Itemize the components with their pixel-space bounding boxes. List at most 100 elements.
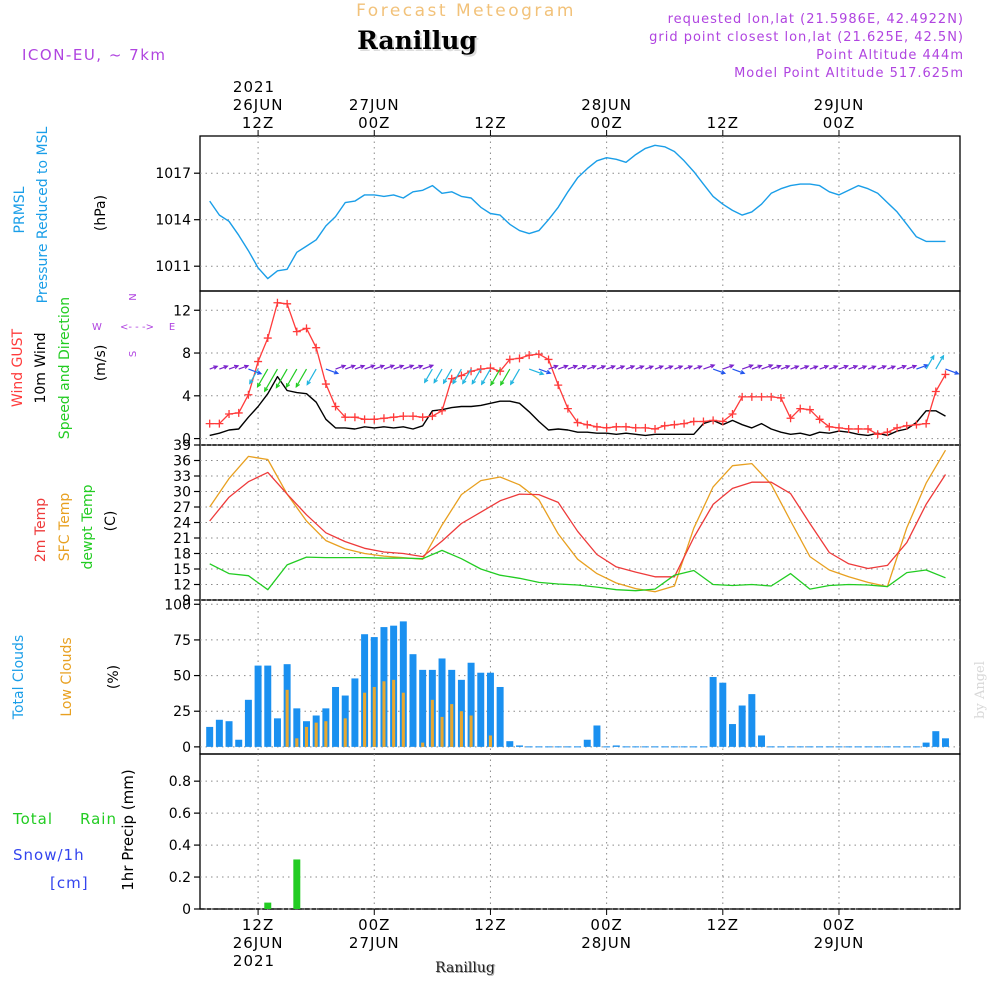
y-tick-label: 8 (182, 346, 191, 362)
wind-arrow-head (923, 364, 929, 369)
footer-location: Ranillug (436, 961, 496, 977)
wind-direction-arrow (925, 355, 935, 370)
gust-marker (747, 392, 756, 401)
gust-marker (273, 298, 282, 307)
wind-arrow-head (794, 365, 800, 370)
pressure-label-unit: (hPa) (93, 195, 109, 231)
wind-direction-arrow (654, 365, 664, 370)
top-axis-date-label: 29JUN (814, 96, 865, 114)
precip-label-snow: Snow/1h (13, 846, 85, 864)
pressure-panel-frame (199, 135, 961, 292)
gust-marker (457, 371, 466, 380)
gust-marker (428, 412, 437, 421)
gust-marker (563, 404, 572, 413)
wind-label-gust: Wind GUST (10, 328, 26, 407)
total-cloud-bar (438, 658, 446, 747)
gust-marker (544, 355, 553, 364)
precip-panel-frame (199, 753, 961, 910)
gust-marker (447, 374, 456, 383)
y-tick-label: 0.4 (169, 838, 191, 854)
wind-arrow-head (776, 364, 782, 369)
y-tick-label: 27 (173, 500, 191, 516)
top-axis-hour-label: 00Z (358, 114, 390, 132)
y-tick-label: 0 (182, 902, 191, 918)
wind-direction-arrow (732, 368, 745, 374)
wind-direction-arrow (490, 368, 501, 386)
wind-direction-arrow (935, 355, 944, 370)
gust-marker (854, 424, 863, 433)
bottom-axis-hour-label: 00Z (358, 916, 390, 934)
gust-marker (883, 428, 892, 437)
wind-arrow-head (687, 365, 694, 370)
low-cloud-bar (382, 681, 386, 747)
total-cloud-bar (409, 654, 417, 747)
grid-point: grid point closest lon,lat (21.625E, 42.… (649, 30, 964, 45)
bottom-axis-date-label: 29JUN (814, 934, 865, 952)
bottom-axis-hour-label: 00Z (590, 916, 622, 934)
compass-e: E (169, 322, 175, 333)
gust-marker (515, 354, 524, 363)
wind-direction-arrow (896, 365, 906, 370)
wind-direction-arrow (800, 365, 809, 370)
wind-arrow-head (275, 383, 281, 389)
wind-arrow-head (563, 364, 569, 369)
wind-direction-arrow (703, 364, 715, 370)
wind-direction-arrow (249, 368, 259, 384)
wind-arrow-head (591, 365, 597, 370)
wind-direction-arrow (422, 364, 434, 370)
gust-marker (592, 422, 601, 431)
wind-arrow-head (285, 383, 291, 389)
y-tick-label: 33 (173, 469, 191, 485)
wind-direction-arrow (354, 365, 365, 370)
wind-arrow-head (890, 365, 897, 370)
gust-marker (341, 413, 350, 422)
y-tick-label: 21 (173, 531, 191, 547)
gust-marker (631, 423, 640, 432)
gust-marker (312, 343, 321, 352)
gust-marker (912, 420, 921, 429)
wind-direction-arrow (264, 368, 278, 392)
gust-marker (641, 423, 650, 432)
wind-direction-arrow (443, 368, 453, 384)
wind-arrow-head (370, 364, 376, 369)
wind-arrow-head (333, 370, 340, 375)
location-title-shadowed: Ranillug (357, 26, 477, 55)
wind-direction-arrow (412, 365, 423, 370)
wind-direction-arrow (616, 365, 625, 370)
top-axis-hour-label: 12Z (242, 114, 274, 132)
temp-label-2m: 2m Temp (33, 498, 49, 562)
wind-direction-arrow (462, 368, 472, 384)
pressure-label-prmsl: PRMSL (12, 186, 28, 233)
wind-arrow-head (911, 364, 918, 369)
y-tick-label: 0.6 (169, 806, 191, 822)
gust-marker (505, 355, 514, 364)
gust-marker (360, 415, 369, 424)
cloud-label-low: Low Clouds (59, 637, 75, 716)
gust-marker (496, 367, 505, 376)
wind-arrow-head (610, 365, 617, 370)
wind-direction-arrow (587, 365, 596, 370)
wind-direction-arrow (403, 364, 414, 370)
top-year-label: 2021 (233, 78, 275, 96)
wind-arrow-head (539, 370, 545, 376)
precip-axis-label: 1hr Precip (mm) (119, 769, 137, 890)
wind-10m-line (209, 375, 946, 437)
wind-arrow-head (424, 378, 429, 384)
wind-direction-arrow (712, 368, 726, 374)
wind-direction-arrow (471, 368, 482, 385)
low-cloud-bar (440, 716, 444, 747)
model-altitude: Model Point Altitude 517.625m (734, 66, 964, 81)
pressure-label-msl: Pressure Reduced to MSL (35, 126, 51, 303)
low-cloud-bar (401, 692, 405, 747)
gust-marker (864, 424, 873, 433)
y-tick-label: 1014 (155, 213, 191, 229)
low-cloud-bar (372, 686, 376, 747)
total-cloud-bar (244, 699, 252, 747)
wind-arrow-head (862, 365, 868, 370)
gust-marker (941, 370, 950, 379)
total-cloud-bar (235, 739, 243, 747)
gust-marker (331, 402, 340, 411)
wind-direction-arrow (664, 365, 673, 370)
gust-marker (602, 423, 611, 432)
gust-marker (467, 367, 476, 376)
